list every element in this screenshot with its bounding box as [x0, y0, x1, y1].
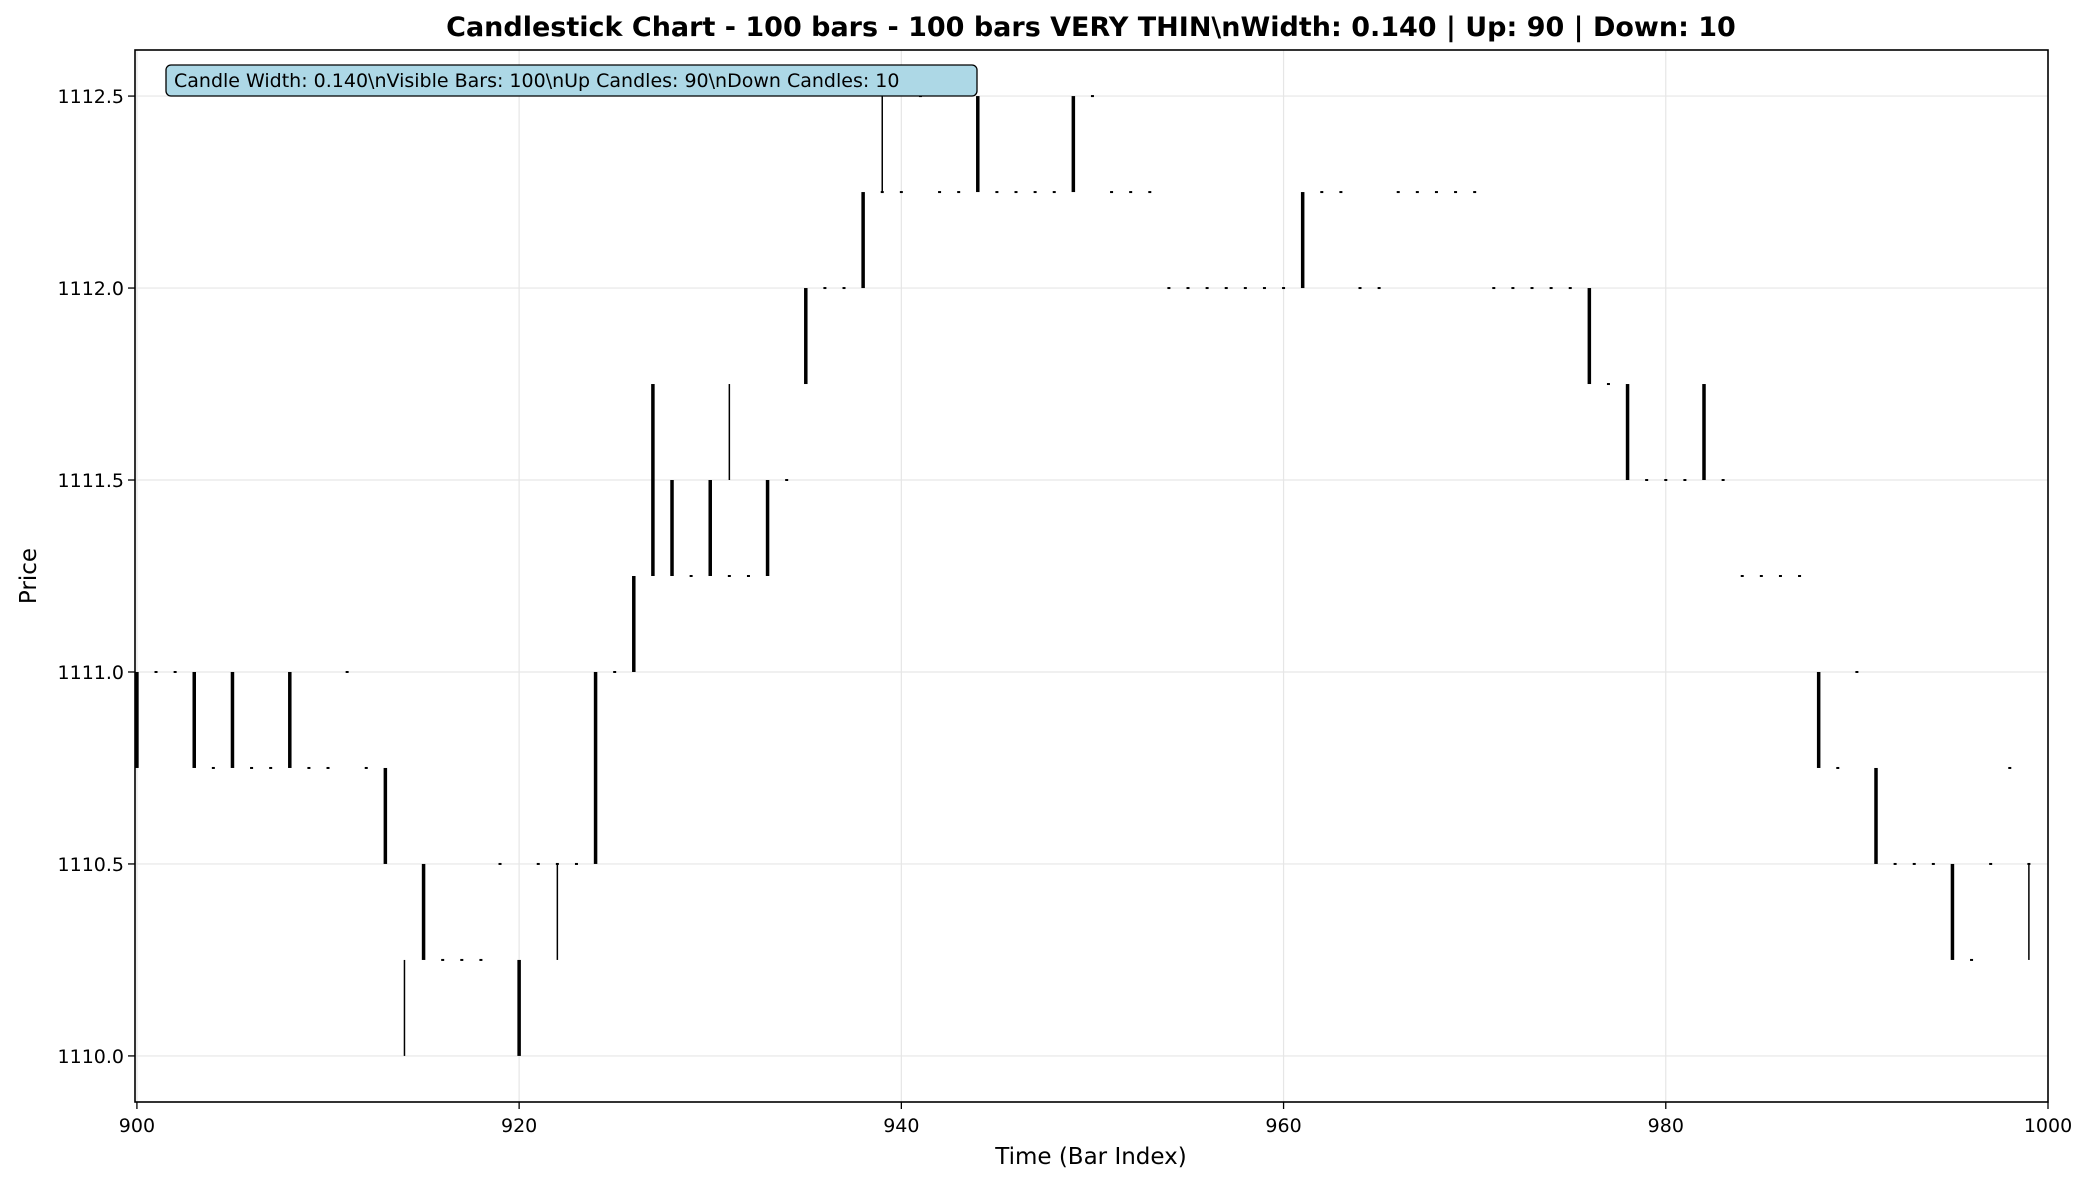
candle-body	[1816, 671, 1821, 768]
x-axis-label: Time (Bar Index)	[994, 1144, 1187, 1170]
x-tick-label: 960	[1265, 1115, 1301, 1137]
plot-frame	[134, 49, 2049, 1103]
x-tick-label: 980	[1648, 1115, 1684, 1137]
candle-body	[976, 96, 980, 193]
y-tick-label: 1110.5	[58, 854, 124, 876]
candle-body	[765, 480, 770, 576]
x-axis-ticks: 900 920 940 960 980 1000	[119, 1102, 2072, 1137]
candle-body	[1071, 96, 1076, 193]
y-tick-label: 1110.0	[58, 1046, 124, 1068]
candle-body	[861, 192, 865, 289]
x-tick-label: 940	[883, 1115, 919, 1137]
candle-body	[288, 671, 292, 768]
y-tick-label: 1111.5	[58, 470, 124, 492]
candle-body	[1702, 384, 1706, 481]
candle-body	[1625, 384, 1630, 481]
info-box: Candle Width: 0.140\nVisible Bars: 100\n…	[165, 64, 978, 97]
info-box-text: Candle Width: 0.140\nVisible Bars: 100\n…	[174, 70, 899, 92]
candle-body	[517, 959, 521, 1056]
y-axis-label: Price	[16, 548, 42, 604]
candle-body	[1300, 192, 1305, 289]
y-tick-label: 1112.5	[58, 86, 124, 108]
chart-title: Candlestick Chart - 100 bars - 100 bars …	[446, 12, 1736, 43]
y-tick-label: 1111.0	[58, 662, 124, 684]
y-tick-label: 1112.0	[58, 278, 124, 300]
candle-body	[632, 576, 636, 672]
candle-body	[421, 863, 426, 960]
candle-body	[1950, 863, 1955, 960]
info-box-background	[165, 64, 978, 97]
candle-body	[651, 384, 655, 576]
candles	[135, 95, 2031, 1056]
candle-body	[708, 480, 712, 576]
candle-body	[230, 671, 235, 768]
candle-body	[1587, 288, 1592, 385]
x-tick-label: 1000	[2024, 1115, 2072, 1137]
candle-body	[383, 767, 388, 864]
candle-body	[135, 671, 139, 768]
candle-body	[1874, 767, 1878, 864]
x-tick-label: 920	[501, 1115, 537, 1137]
x-tick-label: 900	[119, 1115, 155, 1137]
candle-body	[804, 288, 808, 385]
candle-body	[192, 671, 196, 768]
candle-body	[593, 671, 598, 864]
y-axis-ticks: 1110.0 1110.5 1111.0 1111.5 1112.0 1112.5	[58, 86, 135, 1068]
candle-body	[670, 480, 674, 576]
